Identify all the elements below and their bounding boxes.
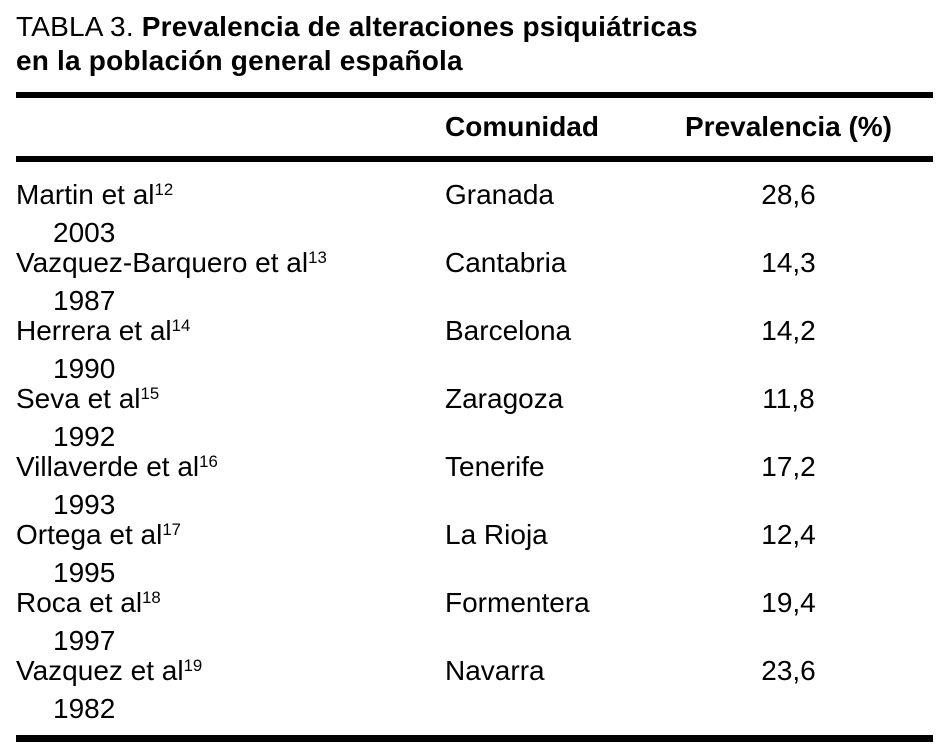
table-title: TABLA 3. Prevalencia de alteraciones psi… xyxy=(16,10,933,78)
prevalence-cell: 11,8 xyxy=(762,383,815,414)
study-author-line: Seva et al15 xyxy=(16,382,445,420)
study-author-line: Villaverde et al16 xyxy=(16,450,445,488)
community-cell: Zaragoza xyxy=(445,383,564,414)
study-cell: Villaverde et al16 1993 xyxy=(16,450,445,522)
prevalence-cell: 12,4 xyxy=(761,519,816,550)
study-author: Seva et al xyxy=(16,383,141,414)
study-cell: Martin et al12 2003 xyxy=(16,178,445,250)
table-rule-bottom xyxy=(16,735,933,742)
column-header-prevalencia: Prevalencia (%) xyxy=(685,111,892,142)
study-year: 1990 xyxy=(53,353,116,384)
study-cell: Vazquez et al19 1982 xyxy=(16,654,445,726)
study-year: 1987 xyxy=(53,285,116,316)
table-rule-header xyxy=(16,156,933,162)
table-row: Villaverde et al16 1993 Tenerife 17,2 xyxy=(16,450,933,520)
study-reference-number: 18 xyxy=(142,588,161,608)
study-author: Roca et al xyxy=(16,587,143,618)
table-body: Martin et al12 2003 Granada 28,6 Vazquez… xyxy=(16,162,933,724)
community-cell: Granada xyxy=(445,179,554,210)
table-row: Vazquez et al19 1982 Navarra 23,6 xyxy=(16,654,933,724)
study-cell: Roca et al18 1997 xyxy=(16,586,445,658)
study-reference-number: 14 xyxy=(171,316,191,336)
table-row: Herrera et al14 1990 Barcelona 14,2 xyxy=(16,314,933,384)
community-cell: Barcelona xyxy=(445,315,572,346)
study-cell: Vazquez-Barquero et al13 1987 xyxy=(16,246,445,318)
study-author: Vazquez-Barquero et al xyxy=(16,247,309,278)
study-author-line: Vazquez et al19 xyxy=(16,654,445,692)
study-author-line: Martin et al12 xyxy=(16,178,445,216)
community-cell: Cantabria xyxy=(445,247,567,278)
table-row: Martin et al12 2003 Granada 28,6 xyxy=(16,178,933,248)
study-reference-number: 15 xyxy=(140,384,160,404)
study-year: 1995 xyxy=(53,557,116,588)
study-reference-number: 16 xyxy=(199,452,218,472)
study-year: 1997 xyxy=(53,625,116,656)
table-row: Seva et al15 1992 Zaragoza 11,8 xyxy=(16,382,933,452)
study-year: 1992 xyxy=(53,421,116,452)
study-author: Ortega et al xyxy=(16,519,163,550)
column-header-comunidad: Comunidad xyxy=(445,111,599,142)
study-reference-number: 19 xyxy=(183,656,203,676)
prevalence-cell: 28,6 xyxy=(761,179,816,210)
study-reference-number: 12 xyxy=(154,180,174,200)
study-author: Vazquez et al xyxy=(16,655,184,686)
table-label: TABLA 3. xyxy=(16,11,134,42)
study-cell: Seva et al15 1992 xyxy=(16,382,445,454)
study-year: 1993 xyxy=(53,489,116,520)
study-author-line: Roca et al18 xyxy=(16,586,445,624)
table-title-text-2: en la población general española xyxy=(16,45,463,76)
prevalence-cell: 14,3 xyxy=(761,247,816,278)
prevalence-cell: 19,4 xyxy=(761,587,816,618)
study-cell: Herrera et al14 1990 xyxy=(16,314,445,386)
study-author-line: Vazquez-Barquero et al13 xyxy=(16,246,445,284)
table-row: Ortega et al17 1995 La Rioja 12,4 xyxy=(16,518,933,588)
study-year: 1982 xyxy=(53,693,116,724)
table-row: Vazquez-Barquero et al13 1987 Cantabria … xyxy=(16,246,933,316)
table-title-line-1: TABLA 3. Prevalencia de alteraciones psi… xyxy=(16,10,933,44)
study-author: Martin et al xyxy=(16,179,155,210)
study-author: Herrera et al xyxy=(16,315,172,346)
community-cell: Navarra xyxy=(445,655,545,686)
table-rule-top xyxy=(16,92,933,98)
study-author-line: Herrera et al14 xyxy=(16,314,445,352)
table-row: Roca et al18 1997 Formentera 19,4 xyxy=(16,586,933,656)
prevalence-cell: 14,2 xyxy=(761,315,816,346)
study-cell: Ortega et al17 1995 xyxy=(16,518,445,590)
prevalence-cell: 17,2 xyxy=(761,451,816,482)
table-title-text-1: Prevalencia de alteraciones psiquiátrica… xyxy=(141,11,698,42)
study-author: Villaverde et al xyxy=(16,451,200,482)
community-cell: Formentera xyxy=(445,587,590,618)
prevalence-cell: 23,6 xyxy=(761,655,816,686)
community-cell: Tenerife xyxy=(445,451,545,482)
study-reference-number: 13 xyxy=(308,248,327,268)
table-header-row: Comunidad Prevalencia (%) xyxy=(16,98,933,156)
study-reference-number: 17 xyxy=(162,520,181,540)
community-cell: La Rioja xyxy=(445,519,548,550)
study-year: 2003 xyxy=(53,217,116,248)
study-author-line: Ortega et al17 xyxy=(16,518,445,556)
